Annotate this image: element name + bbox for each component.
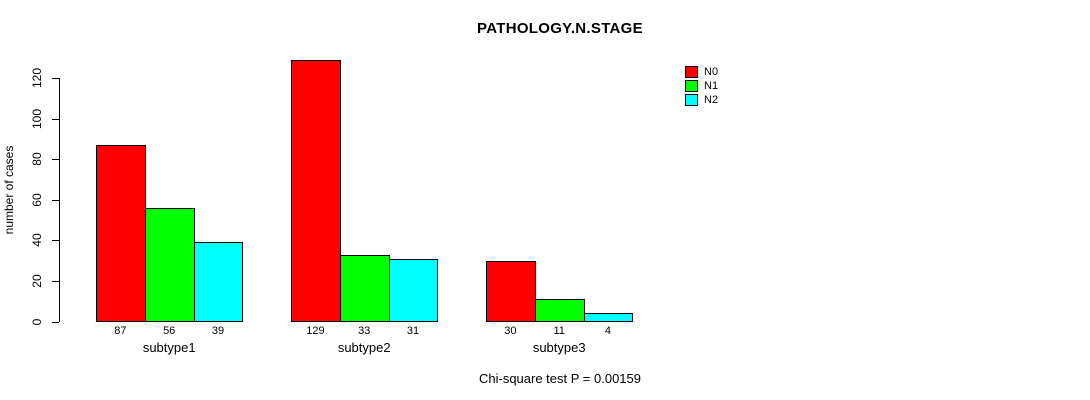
y-axis-tick-label: 40 bbox=[30, 233, 44, 248]
bar-value-label: 4 bbox=[604, 325, 612, 337]
bar-N1-subtype3 bbox=[534, 299, 585, 323]
y-axis-tick bbox=[52, 240, 59, 242]
bar-N1-subtype1 bbox=[144, 207, 195, 323]
chi-square-annotation: Chi-square test P = 0.00159 bbox=[478, 371, 641, 386]
bar-value-label: 33 bbox=[358, 325, 371, 337]
y-axis-tick bbox=[52, 199, 59, 201]
y-axis-title: number of cases bbox=[2, 145, 16, 235]
bar-value-label: 31 bbox=[406, 325, 420, 337]
bar-value-label: 129 bbox=[306, 325, 325, 337]
legend-label: N1 bbox=[704, 80, 719, 92]
chart-title: PATHOLOGY.N.STAGE bbox=[477, 20, 643, 37]
y-axis-tick bbox=[52, 280, 59, 282]
bar-N1-subtype2 bbox=[339, 254, 390, 323]
x-axis-category-label: subtype2 bbox=[337, 340, 391, 355]
legend-item-N2: N2 bbox=[685, 93, 718, 107]
y-axis-tick-label: 80 bbox=[30, 152, 44, 166]
bar-N2-subtype2 bbox=[388, 258, 439, 323]
y-axis-tick-label: 20 bbox=[30, 274, 44, 288]
legend-swatch-N0 bbox=[685, 66, 698, 78]
legend-item-N0: N0 bbox=[685, 65, 718, 79]
x-axis-category-label: subtype1 bbox=[142, 340, 196, 355]
bar-value-label: 11 bbox=[553, 325, 565, 337]
legend-swatch-N1 bbox=[685, 80, 698, 92]
bar-value-label: 56 bbox=[163, 325, 176, 337]
x-axis-category-label: subtype3 bbox=[532, 340, 586, 355]
bar-N0-subtype2 bbox=[291, 59, 341, 323]
y-axis-tick bbox=[52, 118, 59, 120]
y-axis-tick-label: 120 bbox=[30, 68, 44, 89]
bar-value-label: 39 bbox=[211, 325, 225, 337]
y-axis-tick bbox=[52, 78, 59, 80]
legend-label: N2 bbox=[704, 94, 719, 106]
legend-item-N1: N1 bbox=[685, 79, 718, 93]
bar-value-label: 30 bbox=[504, 325, 517, 337]
bar-N2-subtype3 bbox=[583, 313, 634, 323]
y-axis-tick-label: 100 bbox=[30, 108, 44, 129]
y-axis-tick bbox=[52, 159, 59, 161]
y-axis-tick bbox=[52, 321, 59, 323]
y-axis-tick-label: 60 bbox=[30, 193, 44, 207]
legend-label: N0 bbox=[704, 66, 719, 78]
legend-swatch-N2 bbox=[685, 94, 698, 106]
bar-N2-subtype1 bbox=[193, 242, 244, 323]
y-axis-line bbox=[59, 78, 60, 323]
bar-N0-subtype1 bbox=[96, 145, 146, 323]
bar-value-label: 87 bbox=[114, 325, 127, 337]
y-axis-tick-label: 0 bbox=[30, 318, 44, 325]
bar-N0-subtype3 bbox=[486, 260, 536, 323]
